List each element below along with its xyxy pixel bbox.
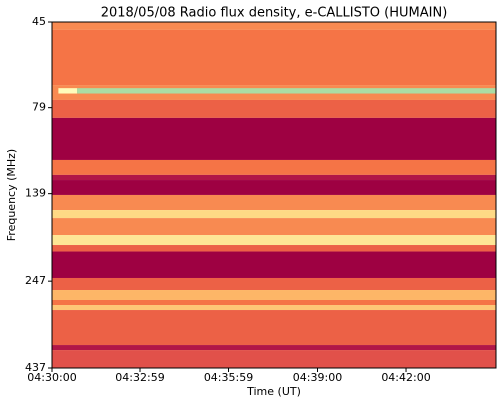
y-tick-label: 139 (25, 187, 46, 200)
chart-title: 2018/05/08 Radio flux density, e-CALLIST… (101, 6, 448, 21)
spectrum-band (52, 345, 496, 351)
x-axis-label: Time (UT) (246, 385, 301, 398)
x-tick-label: 04:39:00 (293, 371, 342, 384)
spectrum-band (52, 310, 496, 346)
spectrum-band (52, 180, 496, 195)
spectrum-band (52, 299, 496, 306)
y-tick-label: 79 (32, 101, 46, 114)
spectrum-band (52, 290, 496, 300)
y-tick-label: 247 (25, 274, 46, 287)
plot-frame (51, 21, 497, 369)
x-tick-label: 04:32:59 (115, 371, 164, 384)
x-tick-label: 04:42:00 (381, 371, 430, 384)
spectrum-band (52, 210, 496, 219)
spectrum-band (52, 245, 496, 252)
spectrum-band (52, 117, 496, 160)
spectrum-band (52, 29, 496, 86)
spectrum-band (52, 99, 496, 118)
emission-feature (77, 88, 496, 94)
emission-feature (58, 88, 78, 94)
y-tick-label: 437 (25, 361, 46, 374)
spectrum-band (52, 194, 496, 211)
y-tick-label: 45 (32, 15, 46, 28)
spectrum-band (52, 305, 496, 311)
y-axis-label: Frequency (MHz) (5, 149, 18, 241)
spectrum-band (52, 218, 496, 236)
spectrum-band (52, 174, 496, 181)
spectrum-band (52, 251, 496, 278)
spectrum-band (52, 235, 496, 246)
x-tick-label: 04:30:00 (27, 371, 76, 384)
x-tick-label: 04:35:59 (204, 371, 253, 384)
plot-area (52, 22, 496, 368)
spectrum-band (52, 350, 496, 368)
spectrum-band (52, 277, 496, 291)
spectrum-band (52, 22, 496, 30)
spectrum-band (52, 159, 496, 175)
